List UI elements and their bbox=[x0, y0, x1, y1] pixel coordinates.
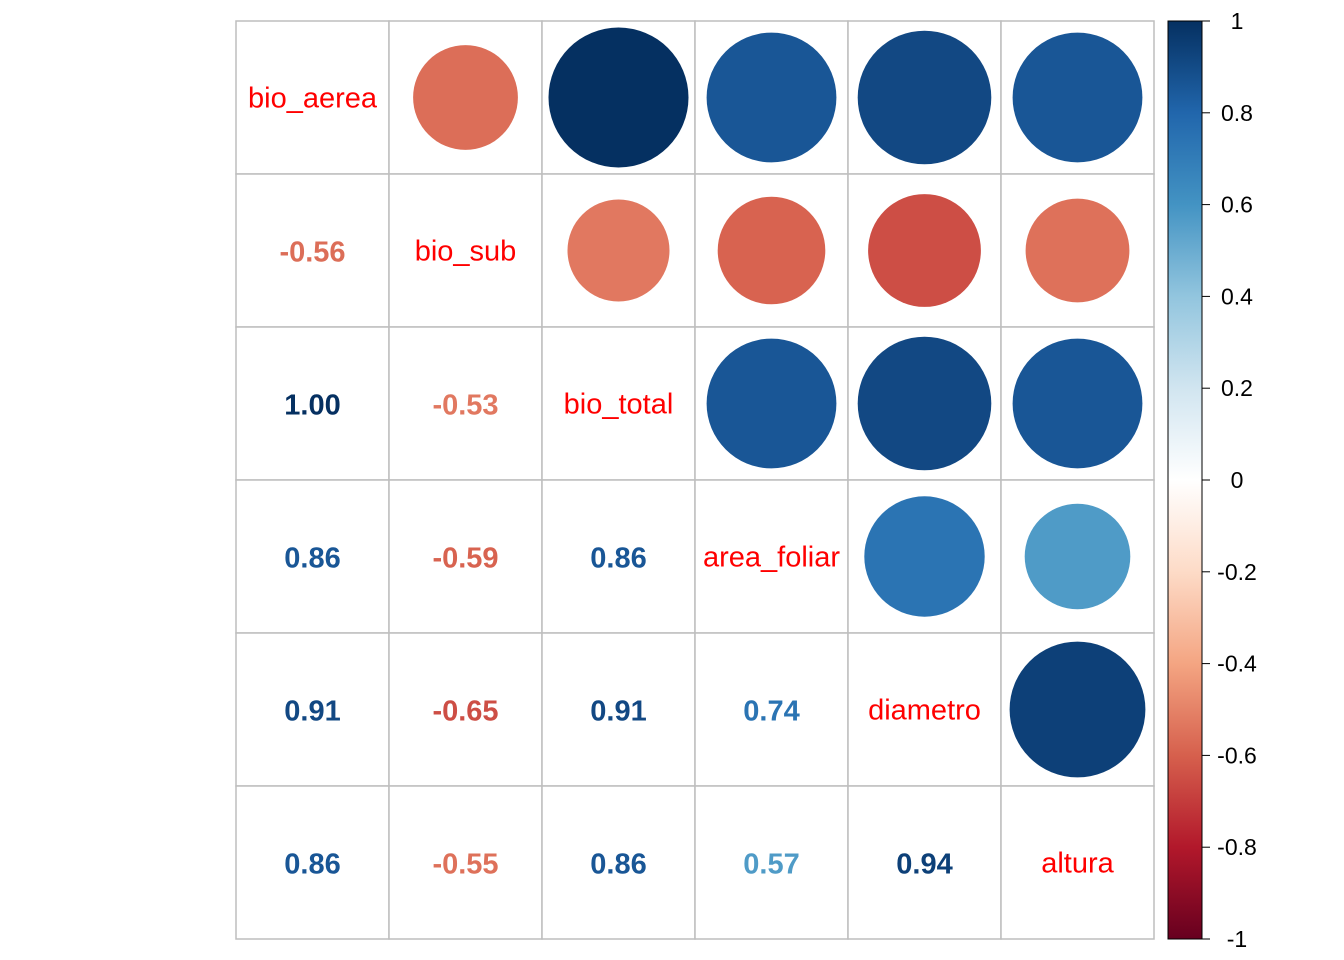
correlation-value: 0.86 bbox=[590, 849, 646, 881]
correlation-value: 0.74 bbox=[743, 696, 799, 728]
correlation-value: 0.94 bbox=[896, 849, 952, 881]
correlation-circle bbox=[1024, 503, 1131, 610]
variable-label-bio-aerea: bio_aerea bbox=[248, 83, 378, 115]
matrix-cell bbox=[388, 479, 543, 634]
variable-label-bio-total: bio_total bbox=[564, 389, 674, 421]
correlation-circle bbox=[717, 196, 826, 305]
colorbar-tick-label: -0.2 bbox=[1217, 559, 1257, 585]
correlation-value: 0.91 bbox=[284, 696, 340, 728]
matrix-cell bbox=[235, 479, 390, 634]
correlation-circle bbox=[548, 27, 689, 168]
colorbar-tick-label: 0.8 bbox=[1221, 100, 1253, 126]
matrix-cell bbox=[235, 326, 390, 481]
colorbar-tick-label: 0.2 bbox=[1221, 375, 1253, 401]
matrix-cell bbox=[541, 479, 696, 634]
colorbar-tick-label: -1 bbox=[1227, 926, 1247, 952]
correlation-circle bbox=[864, 496, 985, 617]
matrix-cell bbox=[388, 326, 543, 481]
matrix-cell bbox=[694, 632, 849, 787]
correlation-circle bbox=[706, 32, 837, 163]
correlation-circle bbox=[857, 336, 992, 471]
correlation-value: 0.57 bbox=[743, 849, 799, 881]
colorbar-tick-label: 0.4 bbox=[1221, 283, 1253, 309]
correlation-circle bbox=[1012, 338, 1143, 469]
variable-label-bio-sub: bio_sub bbox=[415, 236, 517, 268]
colorbar: 1 0.8 0.6 0.4 0.2 0 -0.2 -0.4 -0.6 -0.8 -1 bbox=[1167, 8, 1257, 952]
correlation-circle bbox=[1012, 32, 1143, 163]
matrix-marks: bio_aerea -0.56 bio_sub 1.00 -0.53 bio_total 0… bbox=[248, 27, 1146, 881]
colorbar-tick-label: 0 bbox=[1231, 467, 1244, 493]
correlation-value: -0.59 bbox=[432, 543, 498, 575]
colorbar-tick-label: -0.4 bbox=[1217, 651, 1257, 677]
correlation-value: 0.91 bbox=[590, 696, 646, 728]
correlation-value: -0.53 bbox=[432, 390, 498, 422]
colorbar-tick-label: -0.8 bbox=[1217, 834, 1257, 860]
correlation-circle bbox=[1025, 198, 1130, 303]
matrix-cell bbox=[388, 173, 543, 328]
matrix-cell bbox=[1000, 785, 1155, 940]
correlation-circle bbox=[706, 338, 837, 469]
matrix-cell bbox=[694, 479, 849, 634]
matrix-cell bbox=[541, 326, 696, 481]
matrix-cell bbox=[847, 632, 1002, 787]
matrix-cell bbox=[541, 632, 696, 787]
matrix-cell bbox=[235, 632, 390, 787]
correlation-value: -0.55 bbox=[432, 849, 498, 881]
colorbar-gradient bbox=[1167, 20, 1203, 940]
variable-label-diametro: diametro bbox=[868, 695, 981, 727]
colorbar-tick-label: 0.6 bbox=[1221, 192, 1253, 218]
correlation-circle bbox=[868, 194, 981, 307]
variable-label-altura: altura bbox=[1041, 848, 1114, 880]
correlation-circle bbox=[413, 45, 518, 150]
correlation-value: 0.86 bbox=[284, 849, 340, 881]
matrix-cells bbox=[235, 20, 1155, 940]
matrix-cell bbox=[847, 785, 1002, 940]
correlation-circle bbox=[1009, 641, 1146, 778]
matrix-cell bbox=[694, 785, 849, 940]
correlation-circle bbox=[567, 199, 670, 302]
correlation-value: 0.86 bbox=[284, 543, 340, 575]
correlation-value: -0.56 bbox=[279, 237, 345, 269]
matrix-cell bbox=[235, 20, 390, 175]
correlation-value: 1.00 bbox=[284, 390, 340, 422]
matrix-cell bbox=[235, 785, 390, 940]
colorbar-tick-label: 1 bbox=[1231, 8, 1244, 34]
variable-label-area-foliar: area_foliar bbox=[703, 542, 840, 574]
correlation-value: -0.65 bbox=[432, 696, 498, 728]
colorbar-tick-label: -0.6 bbox=[1217, 742, 1257, 768]
correlation-value: 0.86 bbox=[590, 543, 646, 575]
correlation-circle bbox=[857, 30, 992, 165]
